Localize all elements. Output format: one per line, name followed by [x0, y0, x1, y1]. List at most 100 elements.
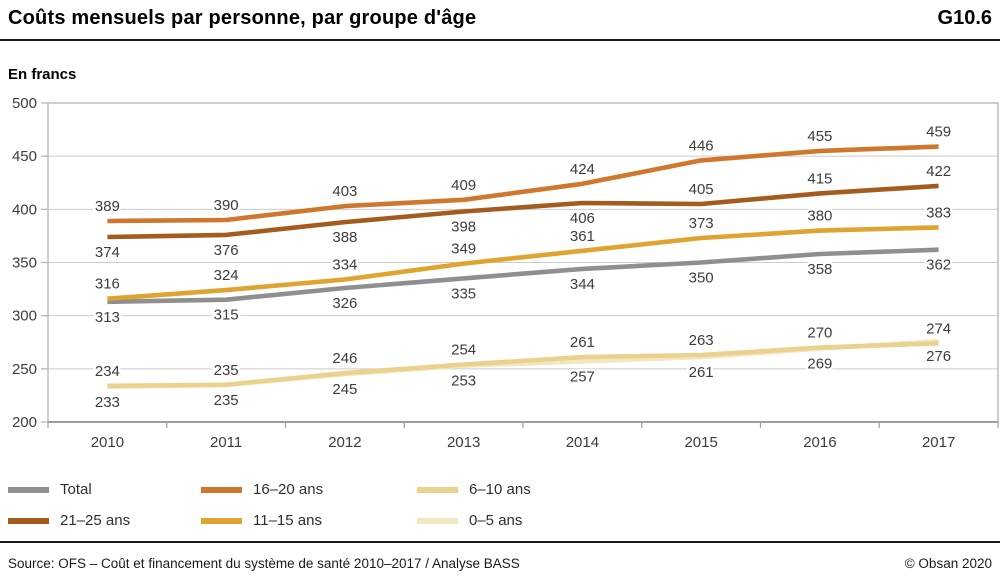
data-label: 383	[926, 204, 951, 221]
data-label: 406	[570, 210, 595, 227]
y-tick-label: 250	[12, 361, 37, 378]
legend-swatch	[417, 517, 458, 524]
data-label: 374	[95, 244, 120, 261]
y-tick-label: 450	[12, 148, 37, 165]
data-label: 380	[807, 208, 832, 225]
data-label: 388	[332, 229, 357, 246]
x-tick-label: 2017	[922, 434, 955, 451]
data-label: 358	[807, 261, 832, 278]
data-label: 253	[451, 373, 476, 390]
legend-item-16-20-ans: 16–20 ans	[201, 481, 417, 498]
data-label: 422	[926, 163, 951, 180]
series-labels-16-20-ans: 389 390 403 409 424 446 455 459	[92, 121, 953, 217]
header-rule	[0, 39, 1000, 41]
legend-item-11-15-ans: 11–15 ans	[201, 512, 417, 529]
legend-item-0-5-ans: 0–5 ans	[417, 512, 647, 529]
data-label: 234	[95, 363, 120, 380]
data-label: 257	[570, 368, 595, 385]
legend-label: 21–25 ans	[60, 512, 131, 529]
chart-legend: Total 16–20 ans 6–10 ans 21–25 ans 11–15 ans…	[8, 474, 647, 536]
data-label: 276	[926, 348, 951, 365]
footer-rule	[0, 541, 1000, 543]
data-label: 326	[332, 295, 357, 312]
data-label: 409	[451, 177, 476, 194]
data-label: 316	[95, 276, 120, 293]
legend-label: 6–10 ans	[469, 481, 531, 498]
legend-item-21-25-ans: 21–25 ans	[8, 512, 201, 529]
data-label: 390	[214, 197, 239, 214]
series-labels-0-5-ans: 233 235 245 253 257 261 269 276	[92, 346, 953, 414]
x-tick-label: 2013	[447, 434, 480, 451]
data-label: 233	[95, 394, 120, 411]
series-labels-11-15-ans: 316 324 334 349 361 373 380 383	[92, 202, 953, 295]
data-label: 362	[926, 257, 951, 274]
data-label: 270	[807, 325, 832, 342]
legend-swatch	[201, 517, 242, 524]
series-line-11-15-ans	[107, 225, 939, 301]
legend-item-6-10-ans: 6–10 ans	[417, 481, 647, 498]
x-tick-label: 2011	[210, 434, 242, 451]
legend-label: 16–20 ans	[253, 481, 324, 498]
x-tick-label: 2014	[566, 434, 599, 451]
data-label: 349	[451, 241, 476, 258]
x-tick-label: 2010	[91, 434, 124, 451]
data-label: 246	[332, 350, 357, 367]
legend-swatch	[8, 486, 49, 493]
legend-swatch	[201, 486, 242, 493]
y-tick-label: 350	[12, 255, 37, 272]
y-tick-label: 400	[12, 201, 37, 218]
x-tick-label: 2015	[684, 434, 717, 451]
data-label: 376	[214, 242, 239, 259]
footer-copyright: © Obsan 2020	[904, 556, 992, 571]
legend-label: 0–5 ans	[469, 512, 523, 529]
report-code: G10.6	[937, 7, 992, 29]
data-label: 263	[689, 332, 714, 349]
x-tick-label: 2016	[803, 434, 836, 451]
data-label: 335	[451, 285, 476, 302]
legend-label: 11–15 ans	[253, 512, 322, 529]
y-tick-label: 200	[12, 414, 37, 431]
series-labels-6-10-ans: 234 235 246 254 261 263 270 274	[92, 318, 953, 383]
data-label: 415	[807, 170, 832, 187]
data-label: 459	[926, 124, 951, 141]
page-title: Coûts mensuels par personne, par groupe …	[8, 7, 477, 29]
data-label: 361	[570, 228, 595, 245]
data-label: 254	[451, 342, 476, 359]
data-label: 389	[95, 198, 120, 215]
data-label: 424	[570, 161, 595, 178]
data-label: 373	[689, 215, 714, 232]
data-label: 315	[214, 307, 239, 324]
legend-swatch	[417, 486, 458, 493]
legend-item-total: Total	[8, 481, 201, 498]
data-label: 261	[689, 364, 714, 381]
data-label: 235	[214, 362, 239, 379]
data-label: 245	[332, 381, 357, 398]
series-line-total	[107, 247, 939, 305]
data-label: 334	[332, 257, 357, 274]
series-labels-21-25-ans: 374 376 388 398 406 405 415 422	[92, 160, 953, 263]
y-axis: 200 250 300 350 400 450 500	[12, 95, 48, 431]
series-line-6-10-ans	[107, 341, 939, 389]
data-label: 398	[451, 218, 476, 235]
y-tick-label: 300	[12, 308, 37, 325]
data-label: 313	[95, 309, 120, 326]
legend-swatch	[8, 517, 49, 524]
data-label: 274	[926, 320, 951, 337]
data-label: 235	[214, 392, 239, 409]
data-label: 344	[570, 276, 595, 293]
data-label: 269	[807, 356, 832, 373]
data-label: 324	[214, 267, 239, 284]
y-axis-unit-label: En francs	[8, 66, 77, 83]
x-axis: 2010 2011 2012 2013 2014 2015 2016 2017	[47, 421, 999, 451]
legend-label: Total	[60, 481, 92, 498]
series-line-16-20-ans	[107, 144, 939, 224]
data-label: 446	[689, 137, 714, 154]
footer-source: Source: OFS – Coût et financement du sys…	[8, 556, 520, 571]
series-line-21-25-ans	[107, 183, 939, 240]
y-tick-label: 500	[12, 95, 37, 112]
data-label: 455	[807, 128, 832, 145]
data-label: 405	[689, 181, 714, 198]
data-label: 261	[570, 334, 595, 351]
